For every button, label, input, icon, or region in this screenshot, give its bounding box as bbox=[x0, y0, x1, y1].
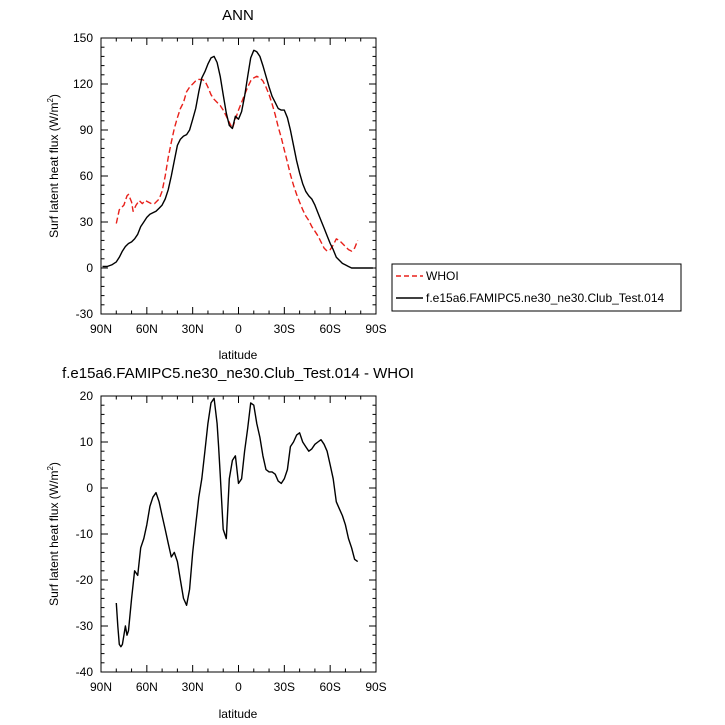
bottom-x-tick-label: 90N bbox=[90, 680, 112, 694]
top-plot-lines bbox=[102, 49, 373, 269]
top-series-line-1 bbox=[102, 49, 373, 269]
top-series-line-0 bbox=[115, 75, 359, 252]
top-y-axis-label: Surf latent heat flux (W/m2) bbox=[46, 94, 61, 238]
bottom-x-tick-label: 90S bbox=[365, 680, 386, 694]
legend: WHOI f.e15a6.FAMIPC5.ne30_ne30.Club_Test… bbox=[391, 263, 682, 312]
top-y-tick-label: 90 bbox=[80, 123, 94, 137]
bottom-x-tick-label: 60S bbox=[319, 680, 340, 694]
top-x-tick-label: 90N bbox=[90, 322, 112, 336]
bottom-x-tick-label: 60N bbox=[136, 680, 158, 694]
top-y-tick-label: -30 bbox=[76, 307, 94, 321]
top-panel: ANN Surf latent heat flux (W/m2) latitud… bbox=[46, 7, 682, 362]
bottom-x-tick-label: 0 bbox=[235, 680, 242, 694]
bottom-y-tick-label: -30 bbox=[76, 619, 94, 633]
top-x-tick-label: 90S bbox=[365, 322, 386, 336]
top-x-axis-label: latitude bbox=[219, 348, 258, 362]
top-plot-frame bbox=[100, 37, 377, 315]
bottom-y-tick-label: -10 bbox=[76, 527, 94, 541]
top-y-tick-label: 150 bbox=[73, 31, 93, 45]
legend-whoi-label: WHOI bbox=[426, 269, 459, 283]
bottom-panel: f.e15a6.FAMIPC5.ne30_ne30.Club_Test.014 … bbox=[46, 365, 414, 721]
bottom-plot-frame bbox=[100, 395, 377, 673]
bottom-x-axis-label: latitude bbox=[219, 707, 258, 721]
top-y-tick-label: 0 bbox=[86, 261, 93, 275]
bottom-x-tick-label: 30S bbox=[274, 680, 295, 694]
top-y-tick-label: 120 bbox=[73, 77, 93, 91]
top-chart-title: ANN bbox=[222, 7, 254, 24]
bottom-y-tick-label: 20 bbox=[80, 389, 94, 403]
top-x-tick-label: 30N bbox=[182, 322, 204, 336]
top-x-tick-label: 60N bbox=[136, 322, 158, 336]
bottom-chart-title: f.e15a6.FAMIPC5.ne30_ne30.Club_Test.014 … bbox=[62, 365, 414, 382]
bottom-y-axis-label: Surf latent heat flux (W/m2) bbox=[46, 462, 61, 606]
bottom-axis-ticks: -40 -30 -20 -10 0 10 20 90N 60N 30N 0 30S 60S 90S bbox=[76, 389, 387, 694]
top-y-tick-label: 30 bbox=[80, 215, 94, 229]
bottom-y-tick-label: 0 bbox=[86, 481, 93, 495]
bottom-y-tick-label: -40 bbox=[76, 665, 94, 679]
top-x-tick-label: 0 bbox=[235, 322, 242, 336]
bottom-y-tick-label: -20 bbox=[76, 573, 94, 587]
legend-box bbox=[391, 263, 682, 312]
bottom-y-tick-label: 10 bbox=[80, 435, 94, 449]
top-y-tick-label: 60 bbox=[80, 169, 94, 183]
bottom-series-line-0 bbox=[115, 397, 359, 648]
bottom-plot-lines bbox=[115, 397, 359, 648]
bottom-x-tick-label: 30N bbox=[182, 680, 204, 694]
legend-model-label: f.e15a6.FAMIPC5.ne30_ne30.Club_Test.014 bbox=[426, 291, 664, 305]
top-x-tick-label: 30S bbox=[274, 322, 295, 336]
top-axis-ticks: -30 0 30 60 90 120 150 90N 60N 30N 0 30S 60S 90S bbox=[73, 31, 387, 336]
top-x-tick-label: 60S bbox=[319, 322, 340, 336]
